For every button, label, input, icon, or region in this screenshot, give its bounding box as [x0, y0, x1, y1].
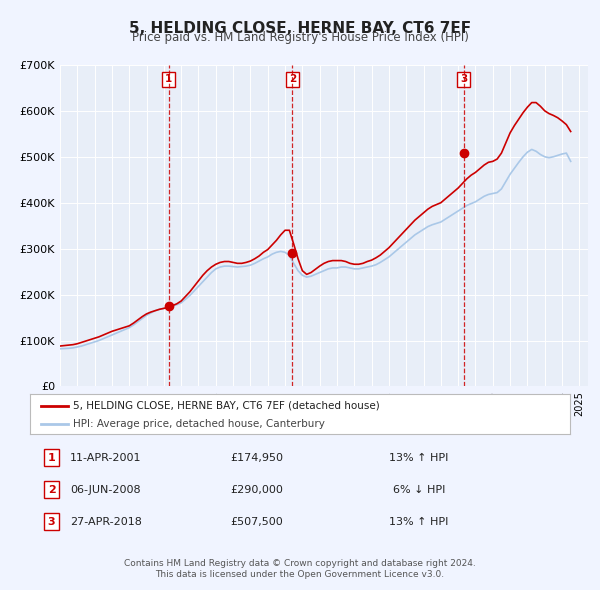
Text: 13% ↑ HPI: 13% ↑ HPI: [389, 453, 448, 463]
Text: £507,500: £507,500: [230, 517, 283, 527]
Text: 3: 3: [460, 74, 467, 84]
Text: 5, HELDING CLOSE, HERNE BAY, CT6 7EF (detached house): 5, HELDING CLOSE, HERNE BAY, CT6 7EF (de…: [73, 401, 380, 411]
Text: 6% ↓ HPI: 6% ↓ HPI: [392, 485, 445, 494]
Text: 11-APR-2001: 11-APR-2001: [70, 453, 142, 463]
Text: £174,950: £174,950: [230, 453, 283, 463]
Text: 2: 2: [48, 485, 55, 494]
Text: 1: 1: [165, 74, 172, 84]
Text: Contains HM Land Registry data © Crown copyright and database right 2024.: Contains HM Land Registry data © Crown c…: [124, 559, 476, 568]
Text: £290,000: £290,000: [230, 485, 283, 494]
Text: 3: 3: [48, 517, 55, 527]
Text: 5, HELDING CLOSE, HERNE BAY, CT6 7EF: 5, HELDING CLOSE, HERNE BAY, CT6 7EF: [129, 21, 471, 35]
Text: This data is licensed under the Open Government Licence v3.0.: This data is licensed under the Open Gov…: [155, 570, 445, 579]
Text: 1: 1: [48, 453, 55, 463]
Text: Price paid vs. HM Land Registry's House Price Index (HPI): Price paid vs. HM Land Registry's House …: [131, 31, 469, 44]
Text: 2: 2: [289, 74, 296, 84]
Text: 13% ↑ HPI: 13% ↑ HPI: [389, 517, 448, 527]
Text: HPI: Average price, detached house, Canterbury: HPI: Average price, detached house, Cant…: [73, 419, 325, 428]
Text: 27-APR-2018: 27-APR-2018: [70, 517, 142, 527]
Text: 06-JUN-2008: 06-JUN-2008: [70, 485, 141, 494]
